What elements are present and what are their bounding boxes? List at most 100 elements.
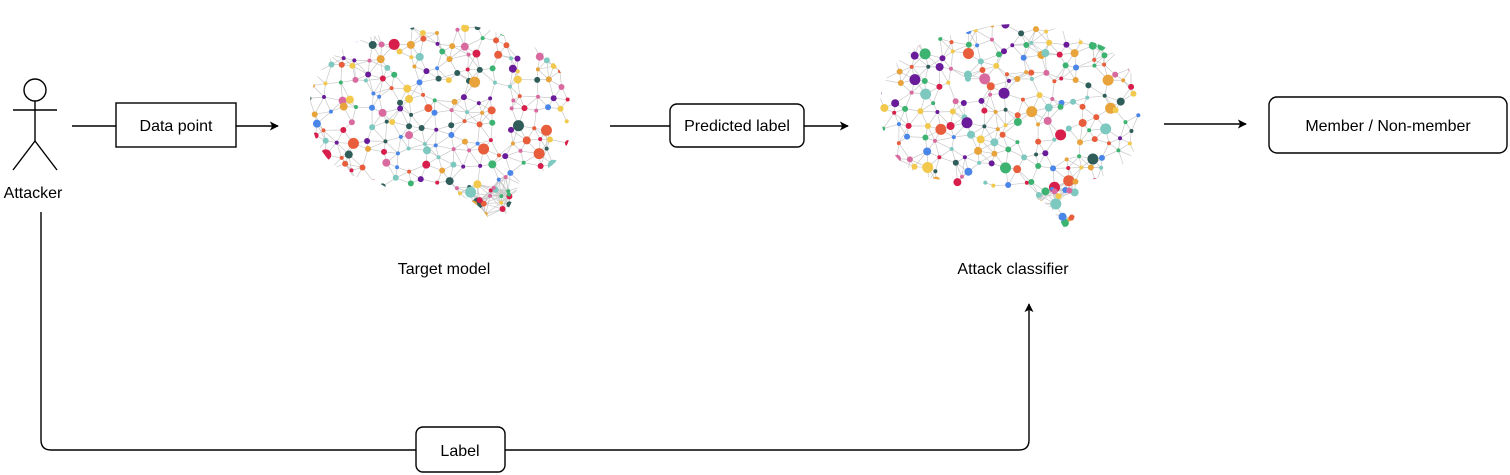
network-edge [477,23,496,28]
network-node [517,23,522,25]
network-node [960,100,967,107]
network-node [1035,162,1042,169]
network-edge [354,60,369,75]
network-edge [1107,23,1123,27]
network-edge [500,190,509,203]
network-edge [477,124,480,144]
network-edge [386,108,401,122]
network-node [974,146,983,155]
network-node [1116,148,1121,153]
network-edge [928,180,937,182]
network-node [311,153,316,158]
network-node [1044,103,1053,112]
network-node [338,80,343,85]
network-node [931,101,936,106]
network-edge [1129,41,1133,54]
data-point-node[interactable]: Data point [115,102,237,148]
network-edge [1031,203,1037,207]
network-node [936,83,943,90]
network-edge [1032,202,1040,220]
network-node [947,27,952,32]
network-node [452,207,461,216]
network-node [890,170,895,175]
network-edge [558,30,565,40]
label-node[interactable]: Label [415,426,506,473]
network-node [1060,218,1069,227]
network-node [379,75,386,82]
network-node [510,141,515,146]
network-node [512,120,524,132]
network-edge [1118,143,1131,151]
network-node [349,168,354,173]
network-node [388,38,400,50]
network-node [461,164,466,169]
network-edge [879,69,883,80]
network-edge [1032,211,1038,220]
network-edge [438,148,454,158]
network-node [1055,193,1062,200]
network-edge [453,148,470,151]
network-edge [309,85,314,99]
network-node [1014,112,1021,119]
predicted-label-node[interactable]: Predicted label [669,103,805,148]
network-node [879,154,888,163]
network-edge [1026,28,1037,46]
network-node [412,64,417,69]
network-edge [1075,59,1095,68]
network-node [1064,157,1069,162]
network-node [917,23,929,31]
network-node [1004,72,1009,77]
network-node [536,94,541,99]
network-node [422,160,431,169]
network-node [1024,180,1029,185]
network-node [939,55,946,62]
network-node [1026,106,1038,118]
network-edge [323,96,332,112]
output-node[interactable]: Member / Non-member [1268,96,1508,154]
network-node [1070,188,1079,197]
network-node [1057,103,1064,110]
network-edge [1067,155,1080,169]
network-edge [525,38,532,42]
network-node [1072,178,1079,185]
network-edge [467,54,469,70]
network-edge [884,172,893,180]
network-node [348,119,355,126]
network-node [558,83,565,90]
network-node [879,88,882,97]
network-node [432,98,437,103]
network-node [911,163,918,170]
network-edge [879,166,893,174]
network-edge [893,112,909,127]
network-node [1042,150,1049,157]
network-edge [463,165,481,168]
network-node [436,155,441,160]
network-edge [553,30,560,45]
network-edge [1117,41,1133,52]
network-edge [908,110,921,127]
network-node [891,55,898,62]
network-node [405,95,414,104]
network-node [967,130,976,139]
network-node [331,178,343,190]
network-node [534,108,539,113]
network-node [962,155,967,160]
network-edge [559,52,564,72]
network-edge [1088,85,1105,97]
network-node [1073,64,1080,71]
network-node [1029,221,1041,228]
network-node [1136,113,1141,118]
network-edge [879,79,883,93]
network-edge [310,59,315,74]
network-node [1063,41,1070,48]
network-edge [503,23,521,33]
network-node [897,79,904,86]
network-node [389,118,396,125]
network-node [949,40,954,45]
network-node [337,39,346,48]
network-node [1134,183,1139,188]
network-edge [1095,167,1102,184]
network-node [924,122,931,129]
network-node [325,50,334,59]
